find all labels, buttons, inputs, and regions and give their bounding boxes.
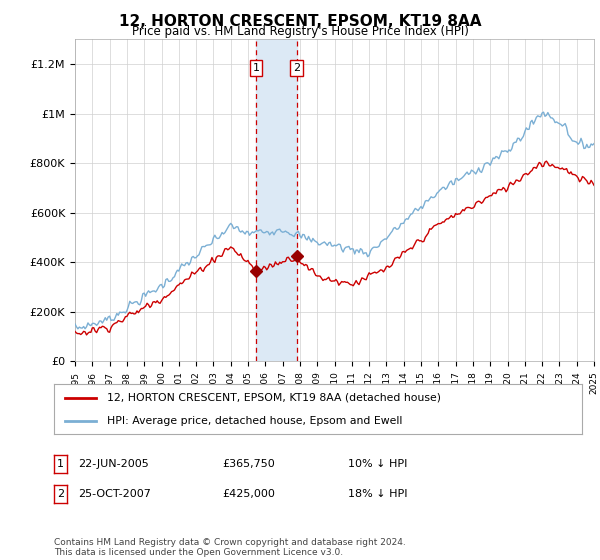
Bar <box>256 39 296 361</box>
Text: 10% ↓ HPI: 10% ↓ HPI <box>348 459 407 469</box>
Text: Contains HM Land Registry data © Crown copyright and database right 2024.
This d: Contains HM Land Registry data © Crown c… <box>54 538 406 557</box>
Text: £365,750: £365,750 <box>222 459 275 469</box>
Text: HPI: Average price, detached house, Epsom and Ewell: HPI: Average price, detached house, Epso… <box>107 417 402 426</box>
Text: 18% ↓ HPI: 18% ↓ HPI <box>348 489 407 499</box>
Text: 25-OCT-2007: 25-OCT-2007 <box>78 489 151 499</box>
Text: 2: 2 <box>293 63 300 73</box>
Text: 1: 1 <box>57 459 64 469</box>
Text: 22-JUN-2005: 22-JUN-2005 <box>78 459 149 469</box>
Text: 2: 2 <box>57 489 64 499</box>
Text: 1: 1 <box>253 63 260 73</box>
Text: Price paid vs. HM Land Registry's House Price Index (HPI): Price paid vs. HM Land Registry's House … <box>131 25 469 38</box>
Text: 12, HORTON CRESCENT, EPSOM, KT19 8AA: 12, HORTON CRESCENT, EPSOM, KT19 8AA <box>119 14 481 29</box>
Text: 12, HORTON CRESCENT, EPSOM, KT19 8AA (detached house): 12, HORTON CRESCENT, EPSOM, KT19 8AA (de… <box>107 393 441 403</box>
Text: £425,000: £425,000 <box>222 489 275 499</box>
